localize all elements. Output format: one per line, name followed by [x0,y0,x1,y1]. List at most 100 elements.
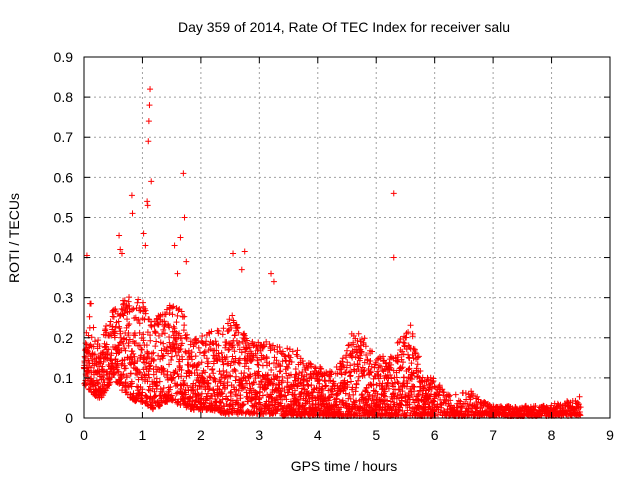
data-point [445,393,452,400]
data-point [168,357,175,364]
data-point [242,346,249,353]
data-point [90,324,97,331]
data-point [210,360,217,367]
data-point [220,367,227,374]
data-point [195,337,202,344]
data-point [350,391,357,398]
data-point [126,320,133,327]
data-point [241,332,248,339]
data-point [388,361,395,368]
data-point [470,392,477,399]
data-point [103,329,110,336]
data-point [218,389,225,396]
data-point [279,373,286,380]
data-point [387,364,394,371]
x-tick-label: 3 [255,427,263,443]
data-point [199,332,206,339]
data-point [258,379,265,386]
data-point [155,321,162,328]
data-point [121,345,128,352]
data-point [105,361,112,368]
data-point [159,355,166,362]
data-point [111,330,118,337]
data-point [399,408,406,415]
data-point [160,352,167,359]
data-point [248,357,255,364]
data-point [398,356,405,363]
data-point [410,369,417,376]
data-point [160,326,167,333]
data-point [96,343,103,350]
x-tick-label: 0 [80,427,88,443]
data-point [325,397,332,404]
data-point [199,339,206,346]
data-point [216,355,223,362]
data-point [218,349,225,356]
data-point [300,360,307,367]
data-point [172,396,179,403]
data-point [125,384,132,391]
data-point [180,170,187,177]
data-point [156,378,163,385]
data-point [178,335,185,342]
data-point [137,307,144,314]
data-point [183,258,190,265]
data-point [183,331,190,338]
data-point [400,351,407,358]
data-point [232,331,239,338]
data-point [210,370,217,377]
data-point [130,305,137,312]
data-point [301,373,308,380]
data-point [394,354,401,361]
data-point [223,339,230,346]
data-point [189,394,196,401]
data-point [206,373,213,380]
data-point [231,366,238,373]
data-point [233,321,240,328]
data-point [267,347,274,354]
data-point [204,390,211,397]
data-point [252,400,259,407]
data-point [125,330,132,337]
data-point [159,389,166,396]
data-point [199,370,206,377]
plot-frame [83,56,611,419]
data-point [235,329,242,336]
data-point [115,349,122,356]
data-point [194,361,201,368]
data-point [174,371,181,378]
data-point [236,340,243,347]
data-point [381,400,388,407]
data-point [289,348,296,355]
data-point [271,346,278,353]
data-point [276,368,283,375]
data-point [255,362,262,369]
data-point [234,324,241,331]
data-point [269,380,276,387]
data-point [363,351,370,358]
data-point [129,348,136,355]
data-point [148,323,155,330]
data-point [230,344,237,351]
data-point [221,380,228,387]
data-point [344,359,351,366]
data-point [169,397,176,404]
data-point [176,362,183,369]
data-point [198,359,205,366]
data-point [107,379,114,386]
data-point [184,382,191,389]
data-point [397,336,404,343]
data-point [88,300,95,307]
data-point [109,323,116,330]
data-point [459,403,466,410]
data-point [322,383,329,390]
data-point [85,367,92,374]
data-point [95,380,102,387]
data-point [474,393,481,400]
data-point [121,297,128,304]
data-point [110,313,117,320]
data-point [88,334,95,341]
data-point [414,361,421,368]
data-point [277,367,284,374]
data-point [155,332,162,339]
